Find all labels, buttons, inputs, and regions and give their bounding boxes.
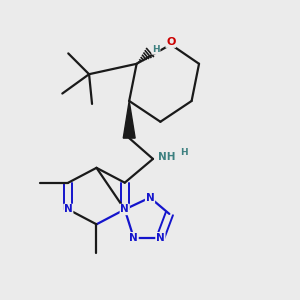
Text: N: N <box>129 233 138 243</box>
Text: H: H <box>180 148 188 157</box>
Polygon shape <box>123 101 135 138</box>
Text: N: N <box>156 233 165 243</box>
Text: N: N <box>64 204 73 214</box>
Text: N: N <box>120 204 129 214</box>
Text: O: O <box>166 37 176 47</box>
Text: NH: NH <box>158 152 175 161</box>
Text: N: N <box>146 193 154 202</box>
Text: H: H <box>152 45 160 54</box>
